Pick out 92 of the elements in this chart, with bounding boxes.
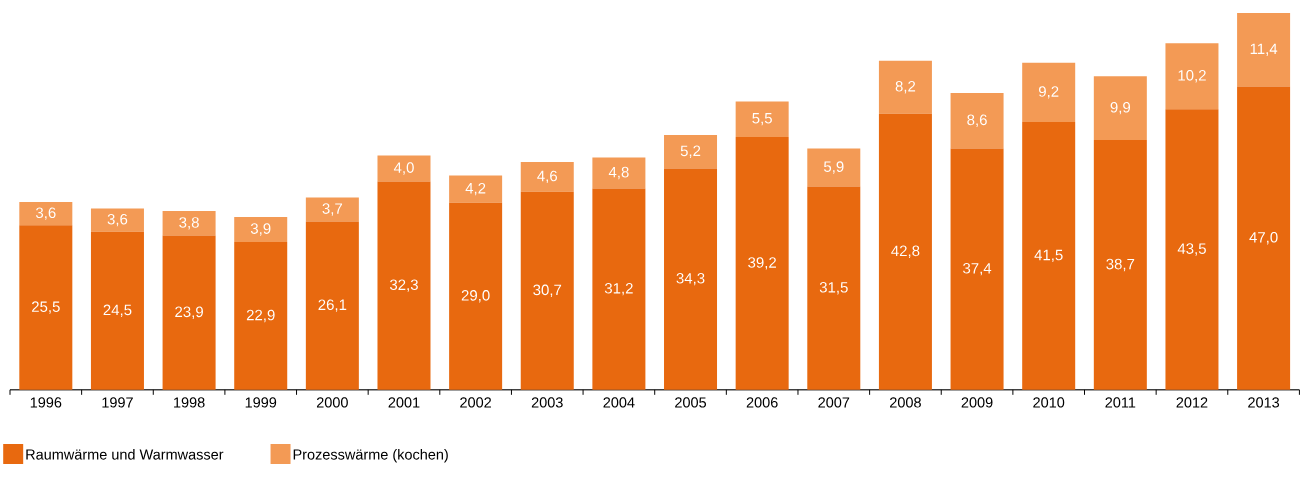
bar xyxy=(162,235,216,390)
data-label: 11,4 xyxy=(1250,43,1278,56)
bar xyxy=(735,101,789,137)
bar xyxy=(735,136,789,390)
data-label: 3,6 xyxy=(107,214,128,227)
data-label: 41,5 xyxy=(1034,249,1063,263)
legend-label: Prozesswärme (kochen) xyxy=(293,449,448,463)
data-label: 8,6 xyxy=(967,114,987,128)
data-label: 37,4 xyxy=(963,263,992,276)
bar xyxy=(1093,76,1147,141)
data-label: 3,8 xyxy=(179,217,199,230)
data-label: 9,2 xyxy=(1038,86,1059,99)
x-tick-label: 1996 xyxy=(30,397,62,408)
data-label: 42,8 xyxy=(891,245,920,259)
bar xyxy=(1237,13,1291,87)
data-label: 32,3 xyxy=(389,279,418,292)
data-label: 5,9 xyxy=(823,161,844,174)
data-label: 23,9 xyxy=(175,306,203,320)
bar xyxy=(90,231,144,390)
data-label: 31,5 xyxy=(819,282,848,295)
x-tick-label: 2006 xyxy=(746,397,778,408)
data-label: 34,3 xyxy=(676,273,705,286)
x-tick-label: 2001 xyxy=(388,397,420,408)
x-tick-label: 2012 xyxy=(1176,397,1208,408)
bar xyxy=(592,188,646,390)
data-label: 5,2 xyxy=(680,145,701,159)
data-label: 30,7 xyxy=(533,284,562,298)
data-label: 8,2 xyxy=(895,81,916,94)
bar xyxy=(19,202,73,226)
data-label: 4,0 xyxy=(393,162,414,175)
bar xyxy=(377,181,431,390)
bar xyxy=(520,162,574,192)
x-tick-label: 2002 xyxy=(460,397,491,408)
data-label: 10,2 xyxy=(1178,70,1206,83)
x-tick-label: 1999 xyxy=(245,397,277,408)
data-label: 24,5 xyxy=(103,304,132,318)
data-label: 31,2 xyxy=(604,283,633,296)
data-label: 4,6 xyxy=(537,170,558,184)
data-label: 38,7 xyxy=(1106,258,1135,272)
data-label: 5,5 xyxy=(752,113,772,126)
x-tick-label: 2000 xyxy=(316,397,348,408)
x-tick-label: 2010 xyxy=(1033,397,1065,408)
bar xyxy=(90,208,144,232)
bar xyxy=(19,225,73,390)
bar xyxy=(950,93,1004,149)
bar xyxy=(807,186,861,390)
bar xyxy=(305,197,359,222)
data-label: 25,5 xyxy=(31,301,60,314)
bar xyxy=(878,60,932,114)
x-tick-label: 1998 xyxy=(174,397,205,408)
bar xyxy=(305,221,359,390)
bar xyxy=(664,168,718,390)
data-label: 4,2 xyxy=(465,183,486,196)
bar xyxy=(1165,109,1219,390)
x-tick-label: 2008 xyxy=(890,397,921,408)
x-tick-label: 2004 xyxy=(603,397,635,408)
bar xyxy=(664,135,718,169)
bar xyxy=(592,157,646,189)
data-label: 43,5 xyxy=(1177,243,1206,256)
bar xyxy=(950,148,1004,390)
data-label: 4,8 xyxy=(608,166,629,180)
bar xyxy=(234,242,288,390)
bar xyxy=(449,175,503,203)
bar xyxy=(1165,43,1219,110)
data-label: 3,9 xyxy=(250,223,271,236)
bar xyxy=(234,217,288,243)
x-tick-label: 2003 xyxy=(531,397,563,408)
bar xyxy=(377,155,431,182)
data-label: 22,9 xyxy=(246,309,275,323)
x-tick-label: 2011 xyxy=(1105,397,1136,408)
x-tick-label: 2009 xyxy=(961,397,993,408)
data-label: 3,7 xyxy=(322,203,343,216)
x-tick-label: 2007 xyxy=(818,397,850,408)
data-label: 9,9 xyxy=(1110,102,1131,115)
data-label: 29,0 xyxy=(461,290,490,303)
bar xyxy=(162,211,216,236)
x-tick-label: 1997 xyxy=(102,397,133,408)
bar xyxy=(1022,122,1076,390)
data-label: 3,6 xyxy=(35,207,56,220)
data-label: 39,2 xyxy=(748,257,776,270)
data-label: 26,1 xyxy=(318,299,347,312)
x-tick-label: 2005 xyxy=(675,397,707,408)
data-label: 47,0 xyxy=(1249,232,1278,245)
bar xyxy=(449,202,503,390)
bar xyxy=(807,148,861,187)
bar xyxy=(1093,140,1147,390)
bar xyxy=(1022,62,1076,123)
bar xyxy=(878,113,932,390)
bar xyxy=(520,191,574,390)
legend-label: Raumwärme und Warmwasser xyxy=(26,449,224,460)
x-tick-label: 2013 xyxy=(1248,397,1280,408)
bar xyxy=(1237,86,1291,390)
